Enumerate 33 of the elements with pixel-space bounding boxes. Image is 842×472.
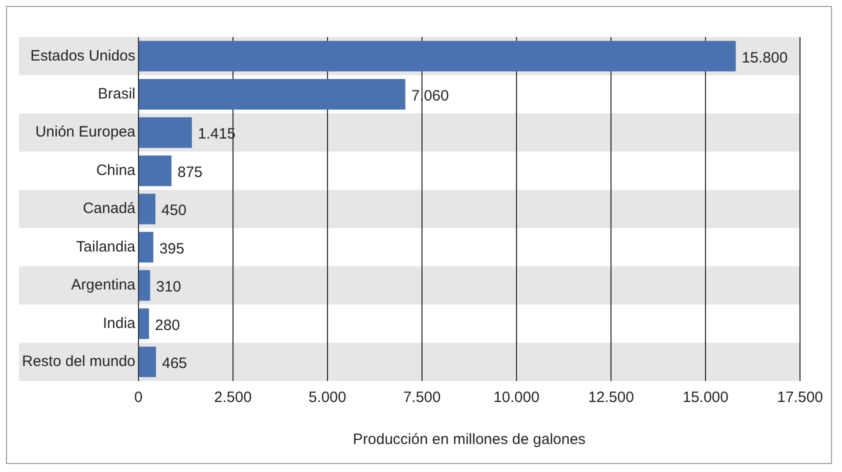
bar xyxy=(138,270,150,301)
y-tick-label: Argentina xyxy=(71,276,136,294)
y-tick-label: Canadá xyxy=(82,200,136,218)
y-tick-label: Resto del mundo xyxy=(22,353,136,370)
x-tick-label: 10.000 xyxy=(494,389,540,406)
y-tick-label: Tailandia xyxy=(76,238,136,256)
bar xyxy=(138,117,192,148)
y-tick-label: India xyxy=(102,314,136,332)
x-tick-label: 15.000 xyxy=(682,389,728,406)
y-tick-label: Brasil xyxy=(98,85,136,102)
bar xyxy=(138,194,156,224)
x-tick-label: 2.500 xyxy=(214,389,252,406)
data-label: 875 xyxy=(177,164,203,181)
y-tick-label: China xyxy=(96,162,136,179)
bar xyxy=(138,232,154,263)
data-label: 465 xyxy=(162,355,188,372)
data-label: 450 xyxy=(161,202,186,220)
bar xyxy=(138,79,406,110)
bar xyxy=(138,346,156,378)
y-tick-label: Estados Unidos xyxy=(30,47,136,64)
y-tick-label: Unión Europea xyxy=(35,124,136,141)
data-label: 15.800 xyxy=(742,49,788,66)
x-tick-label: 7.500 xyxy=(403,389,441,406)
data-label: 280 xyxy=(154,316,180,334)
x-tick-label: 5.000 xyxy=(308,389,346,406)
data-label: 395 xyxy=(159,240,184,258)
data-label: 310 xyxy=(156,278,182,296)
x-tick-label: 12.500 xyxy=(588,389,634,406)
x-tick-label: 17.500 xyxy=(777,389,824,406)
x-tick-label: 0 xyxy=(134,389,143,406)
x-axis-title: Producción en millones de galones xyxy=(352,431,586,448)
bar xyxy=(138,308,149,339)
bar xyxy=(138,155,172,186)
